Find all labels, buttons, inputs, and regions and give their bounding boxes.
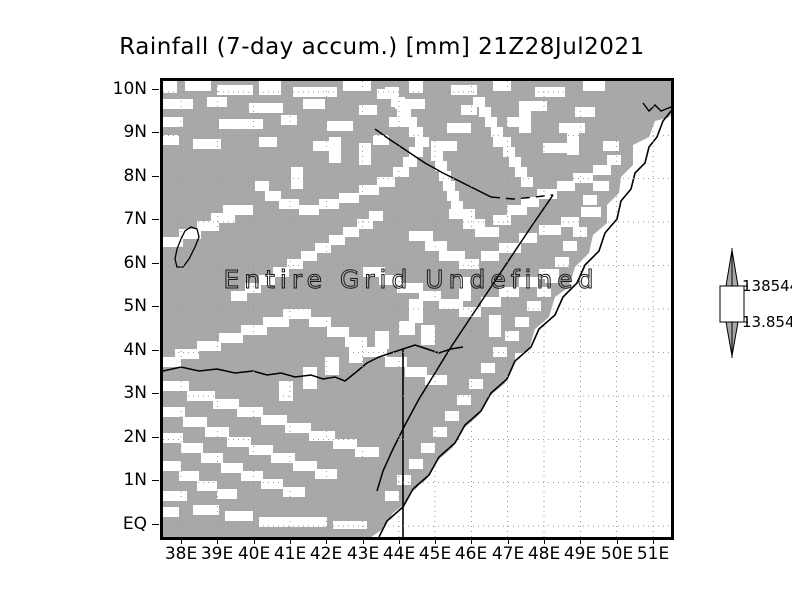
y-tick: [152, 132, 159, 133]
x-axis-label: 38E: [164, 544, 198, 564]
north-coastline: [642, 102, 671, 113]
y-tick: [152, 393, 159, 394]
x-tick: [508, 537, 509, 544]
x-axis-label: 41E: [273, 544, 307, 564]
colorbar-graphic: [719, 248, 748, 358]
x-axis-label: 40E: [237, 544, 271, 564]
x-axis-label: 44E: [382, 544, 416, 564]
y-axis-label: 4N: [123, 340, 147, 360]
map-raster: [163, 81, 671, 537]
ocean-region: [377, 115, 671, 537]
x-axis-label: 48E: [527, 544, 561, 564]
lake-turkana: [174, 226, 200, 268]
border-kenya-ethiopia: [163, 344, 464, 382]
border-ethiopia-somalia: [376, 194, 554, 492]
x-axis-label: 42E: [309, 544, 343, 564]
y-axis-label: 8N: [123, 166, 147, 186]
x-axis-label: 49E: [563, 544, 597, 564]
y-axis-label: 9N: [123, 122, 147, 142]
colorbar-label-low: 13.8544: [742, 313, 792, 331]
x-tick: [326, 537, 327, 544]
colorbar-box: [719, 285, 745, 323]
y-axis-label: 1N: [123, 470, 147, 490]
x-axis-label: 46E: [454, 544, 488, 564]
plot-frame: Entire Grid Undefined: [160, 78, 674, 540]
border-ethiopia-somaliland: [374, 128, 492, 198]
x-axis-label: 45E: [418, 544, 452, 564]
x-tick: [363, 537, 364, 544]
x-tick: [435, 537, 436, 544]
x-axis-label: 39E: [200, 544, 234, 564]
y-axis-label: 2N: [123, 427, 147, 447]
x-tick: [399, 537, 400, 544]
y-axis-label: 6N: [123, 253, 147, 273]
page-title: Rainfall (7-day accum.) [mm] 21Z28Jul202…: [119, 34, 645, 60]
y-tick: [152, 89, 159, 90]
x-tick: [617, 537, 618, 544]
undefined-gap-pixels: [163, 81, 621, 529]
y-tick: [152, 524, 159, 525]
x-axis-label: 50E: [600, 544, 634, 564]
y-axis-label: EQ: [122, 514, 147, 534]
y-tick: [152, 480, 159, 481]
coastline: [378, 110, 671, 537]
x-tick: [181, 537, 182, 544]
y-axis-label: 7N: [123, 209, 147, 229]
y-tick: [152, 263, 159, 264]
y-tick: [152, 350, 159, 351]
y-axis-label: 5N: [123, 296, 147, 316]
x-axis-label: 51E: [636, 544, 670, 564]
plot-area: Entire Grid Undefined: [163, 81, 671, 537]
y-tick: [152, 176, 159, 177]
colorbar: [712, 248, 752, 358]
y-axis-label: 10N: [112, 79, 147, 99]
x-tick: [254, 537, 255, 544]
x-tick: [471, 537, 472, 544]
x-tick: [580, 537, 581, 544]
y-tick: [152, 219, 159, 220]
x-axis-label: 43E: [346, 544, 380, 564]
x-tick: [217, 537, 218, 544]
colorbar-label-high: 138544: [742, 277, 792, 295]
y-axis-label: 3N: [123, 383, 147, 403]
x-axis-label: 47E: [491, 544, 525, 564]
x-tick: [544, 537, 545, 544]
y-tick: [152, 437, 159, 438]
x-tick: [290, 537, 291, 544]
x-tick: [653, 537, 654, 544]
y-tick: [152, 306, 159, 307]
